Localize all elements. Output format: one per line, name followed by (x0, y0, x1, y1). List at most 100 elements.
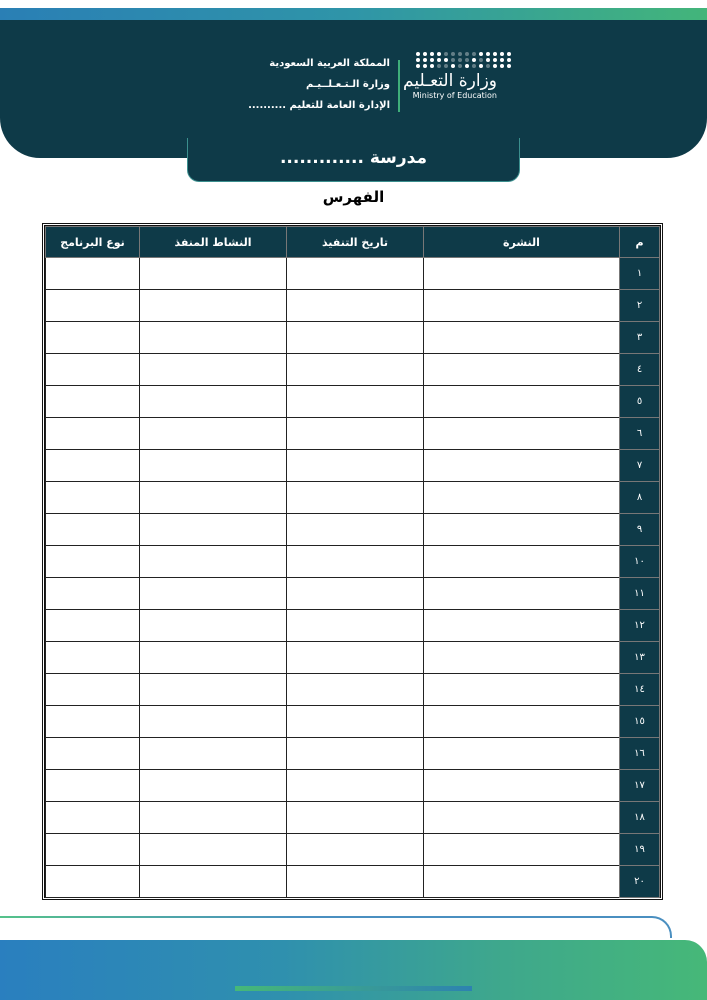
logo-dot (500, 64, 504, 68)
table-cell[interactable] (286, 673, 424, 706)
table-cell[interactable] (139, 609, 287, 642)
table-cell[interactable] (286, 865, 424, 898)
table-cell[interactable] (423, 385, 620, 418)
table-cell[interactable] (45, 321, 140, 354)
table-cell[interactable] (139, 417, 287, 450)
table-cell[interactable] (45, 417, 140, 450)
table-cell[interactable] (286, 289, 424, 322)
table-cell[interactable] (45, 865, 140, 898)
footer-band (0, 940, 707, 1000)
table-cell[interactable] (286, 385, 424, 418)
table-cell[interactable] (139, 577, 287, 610)
table-cell[interactable] (286, 705, 424, 738)
table-cell[interactable] (139, 737, 287, 770)
table-cell[interactable] (286, 321, 424, 354)
table-cell[interactable] (45, 705, 140, 738)
table-cell[interactable] (286, 353, 424, 386)
table-cell[interactable] (45, 769, 140, 802)
table-cell[interactable] (45, 353, 140, 386)
table-cell[interactable] (45, 801, 140, 834)
logo-dot (430, 64, 434, 68)
table-cell[interactable] (139, 481, 287, 514)
table-cell[interactable] (286, 449, 424, 482)
table-row: ٧ (45, 449, 660, 482)
table-cell[interactable] (139, 705, 287, 738)
table-cell[interactable] (423, 353, 620, 386)
table-cell[interactable] (139, 673, 287, 706)
table-cell[interactable] (423, 673, 620, 706)
table-cell[interactable] (286, 609, 424, 642)
table-cell[interactable] (45, 833, 140, 866)
table-cell[interactable] (139, 865, 287, 898)
table-cell[interactable] (45, 545, 140, 578)
logo-dot (444, 52, 448, 56)
table-cell[interactable] (423, 289, 620, 322)
table-row: ٥ (45, 385, 660, 418)
logo-dot (465, 58, 469, 62)
table-cell[interactable] (139, 257, 287, 290)
table-cell[interactable] (286, 545, 424, 578)
table-cell[interactable] (286, 417, 424, 450)
table-cell[interactable] (45, 481, 140, 514)
table-cell[interactable] (139, 385, 287, 418)
table-cell[interactable] (423, 769, 620, 802)
row-number: ١٥ (619, 705, 660, 738)
table-cell[interactable] (423, 449, 620, 482)
table-cell[interactable] (45, 673, 140, 706)
table-cell[interactable] (139, 641, 287, 674)
row-number: ١٨ (619, 801, 660, 834)
table-cell[interactable] (423, 737, 620, 770)
table-cell[interactable] (139, 801, 287, 834)
table-cell[interactable] (139, 449, 287, 482)
table-cell[interactable] (423, 609, 620, 642)
table-cell[interactable] (286, 737, 424, 770)
table-row: ١ (45, 257, 660, 290)
table-cell[interactable] (423, 513, 620, 546)
table-cell[interactable] (423, 641, 620, 674)
table-cell[interactable] (423, 801, 620, 834)
table-cell[interactable] (45, 577, 140, 610)
logo-dot (493, 64, 497, 68)
table-cell[interactable] (423, 321, 620, 354)
logo-dot (458, 52, 462, 56)
table-cell[interactable] (286, 769, 424, 802)
table-cell[interactable] (45, 737, 140, 770)
table-cell[interactable] (423, 545, 620, 578)
table-cell[interactable] (45, 513, 140, 546)
table-cell[interactable] (423, 705, 620, 738)
table-cell[interactable] (286, 257, 424, 290)
table-cell[interactable] (286, 481, 424, 514)
table-cell[interactable] (286, 833, 424, 866)
table-cell[interactable] (45, 257, 140, 290)
table-cell[interactable] (45, 289, 140, 322)
table-cell[interactable] (286, 801, 424, 834)
table-cell[interactable] (286, 641, 424, 674)
logo-dot (500, 58, 504, 62)
table-cell[interactable] (423, 417, 620, 450)
table-cell[interactable] (45, 609, 140, 642)
table-cell[interactable] (423, 257, 620, 290)
table-cell[interactable] (139, 321, 287, 354)
table-cell[interactable] (45, 449, 140, 482)
logo-dot (458, 64, 462, 68)
table-cell[interactable] (139, 545, 287, 578)
table-row: ١٦ (45, 737, 660, 770)
table-cell[interactable] (423, 481, 620, 514)
table-cell[interactable] (139, 769, 287, 802)
table-cell[interactable] (423, 577, 620, 610)
logo-dot (507, 52, 511, 56)
logo-dot (465, 52, 469, 56)
index-table: م النشرة تاريخ التنفيذ النشاط المنفذ نوع… (42, 223, 663, 900)
table-cell[interactable] (286, 577, 424, 610)
table-cell[interactable] (139, 289, 287, 322)
table-cell[interactable] (139, 513, 287, 546)
table-cell[interactable] (139, 353, 287, 386)
table-cell[interactable] (45, 641, 140, 674)
table-cell[interactable] (423, 833, 620, 866)
logo-dot (451, 52, 455, 56)
table-cell[interactable] (45, 385, 140, 418)
table-cell[interactable] (423, 865, 620, 898)
col-header-program-type: نوع البرنامج (45, 226, 140, 258)
table-cell[interactable] (286, 513, 424, 546)
table-cell[interactable] (139, 833, 287, 866)
